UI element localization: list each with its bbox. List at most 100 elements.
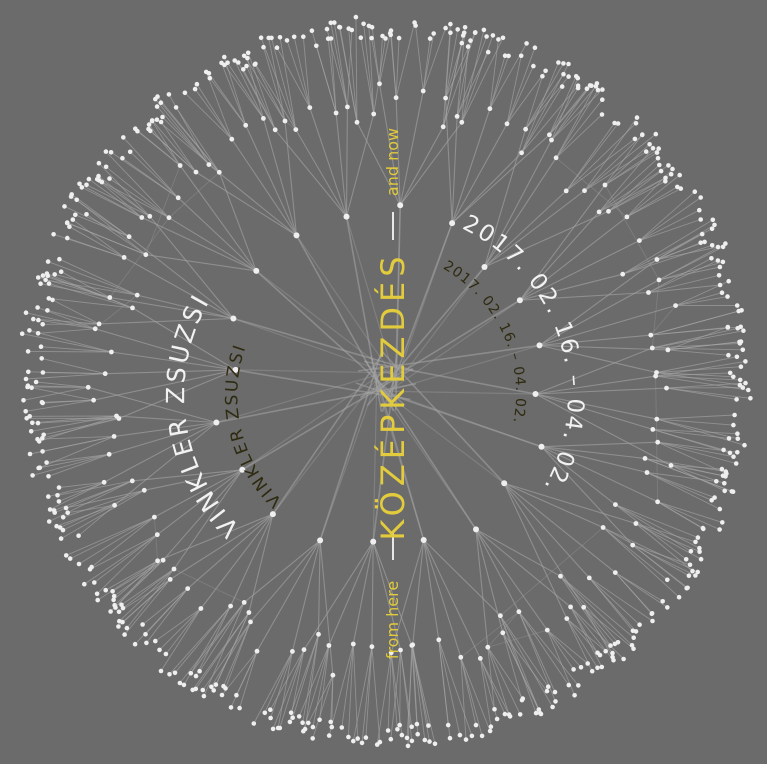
- network-edge: [54, 273, 138, 296]
- network-node: [119, 602, 124, 608]
- network-edge: [487, 647, 521, 715]
- network-edge: [302, 634, 319, 723]
- network-node: [715, 244, 721, 250]
- network-edge: [78, 516, 155, 565]
- network-edge: [114, 559, 164, 606]
- network-edge: [137, 294, 234, 320]
- network-edge: [356, 122, 401, 206]
- network-edge: [570, 606, 598, 654]
- network-node: [111, 593, 117, 599]
- network-node: [722, 481, 727, 486]
- network-node: [110, 589, 115, 594]
- network-edge: [194, 88, 233, 140]
- network-edge: [121, 568, 175, 606]
- network-node: [537, 710, 543, 716]
- network-edge: [71, 194, 130, 238]
- network-edge: [615, 504, 700, 549]
- network-node: [631, 635, 636, 640]
- network-edge: [341, 643, 354, 728]
- network-node: [544, 688, 550, 694]
- network-node: [77, 181, 82, 187]
- network-node: [293, 127, 299, 132]
- network-edge: [502, 632, 523, 701]
- network-node: [55, 493, 60, 498]
- network-edge: [460, 611, 520, 658]
- network-node: [27, 451, 33, 457]
- network-edge: [114, 422, 217, 506]
- network-node: [326, 733, 332, 738]
- network-edge: [546, 629, 582, 668]
- network-node: [84, 182, 89, 188]
- network-node: [648, 332, 654, 338]
- network-node: [502, 53, 508, 58]
- network-edge: [250, 540, 321, 623]
- network-node: [24, 416, 30, 421]
- network-edge: [260, 37, 297, 130]
- network-edge: [535, 387, 667, 395]
- network-edge: [230, 513, 274, 607]
- network-node: [646, 290, 651, 295]
- network-node: [506, 53, 511, 59]
- network-node: [654, 370, 659, 375]
- network-node: [209, 684, 214, 690]
- network-node: [656, 277, 662, 283]
- network-node: [420, 88, 426, 94]
- network-edge: [27, 385, 89, 388]
- network-edge: [272, 351, 385, 515]
- network-node: [207, 75, 213, 81]
- network-edge: [487, 611, 520, 648]
- network-edge: [475, 528, 571, 608]
- network-edge: [604, 184, 660, 281]
- network-edge: [157, 96, 220, 173]
- network-node: [21, 398, 26, 403]
- network-node: [36, 317, 41, 323]
- network-edge: [667, 349, 729, 356]
- network-edge: [675, 292, 723, 307]
- network-edge: [93, 369, 236, 401]
- network-node: [64, 220, 70, 226]
- network-node: [448, 21, 453, 27]
- network-node: [116, 416, 122, 421]
- network-edge: [149, 215, 234, 319]
- network-node: [317, 717, 322, 723]
- network-node: [655, 439, 661, 445]
- network-edge: [560, 575, 633, 646]
- network-edge: [461, 29, 485, 123]
- network-node: [330, 672, 336, 678]
- network-edge: [399, 121, 463, 206]
- network-node: [106, 451, 112, 457]
- network-edge: [235, 369, 411, 401]
- network-edge: [500, 527, 604, 617]
- network-edge: [666, 387, 751, 399]
- network-edge: [372, 353, 398, 542]
- network-edge: [390, 650, 401, 740]
- network-node: [288, 710, 294, 715]
- network-node: [663, 179, 668, 184]
- network-node: [440, 124, 446, 130]
- network-edge: [648, 260, 719, 293]
- network-edge: [245, 125, 297, 236]
- network-edge: [525, 73, 564, 130]
- network-edge: [118, 369, 236, 420]
- network-edge: [122, 568, 175, 609]
- network-node: [507, 714, 513, 719]
- network-edge: [199, 602, 245, 672]
- network-edge: [114, 421, 217, 437]
- network-edge: [224, 64, 264, 119]
- network-edge: [346, 29, 353, 107]
- network-edge: [657, 441, 727, 475]
- network-node: [443, 25, 448, 31]
- network-edge: [256, 540, 321, 652]
- network-edge: [96, 534, 158, 595]
- network-node: [732, 412, 737, 418]
- network-node: [124, 625, 130, 631]
- network-edge: [234, 60, 264, 119]
- network-edge: [422, 27, 447, 92]
- network-node: [385, 728, 391, 733]
- network-node: [246, 610, 252, 615]
- network-node: [709, 255, 714, 261]
- network-node: [735, 450, 740, 455]
- network-edge: [445, 42, 463, 99]
- network-node: [678, 186, 684, 191]
